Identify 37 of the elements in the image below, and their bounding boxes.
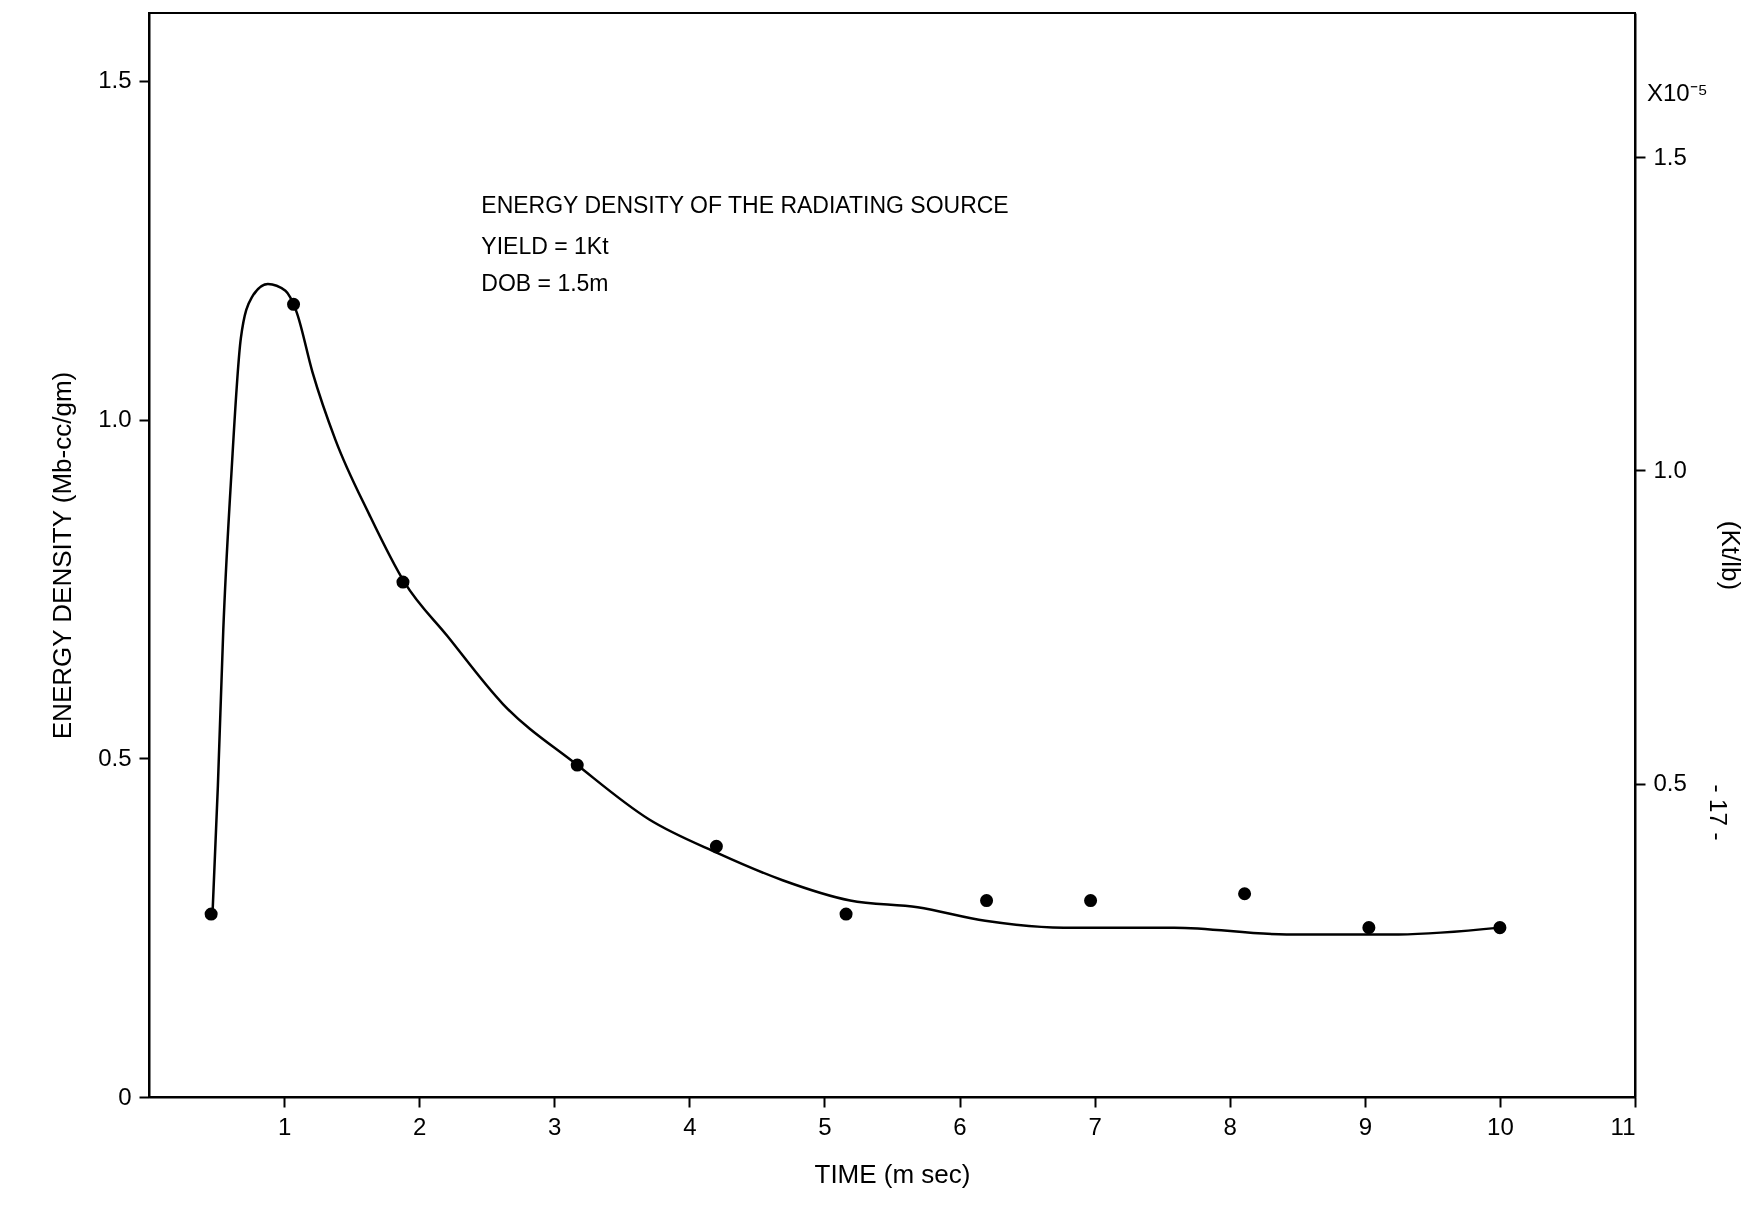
point: [396, 575, 410, 589]
x-tick-label: 9: [1358, 1112, 1372, 1140]
x-tick-label: 5: [818, 1112, 832, 1140]
x-tick-label: 4: [683, 1112, 697, 1140]
x-tick-label: 10: [1487, 1112, 1514, 1140]
y2-tick-label: 1.0: [1653, 455, 1687, 483]
point: [1493, 921, 1507, 935]
y-axis-title: ENERGY DENSITY (Mb-cc/gm): [47, 371, 78, 740]
x-tick-label: 2: [413, 1112, 427, 1140]
y-tick-label: 1.5: [98, 66, 132, 94]
y2-tick-label: 1.5: [1653, 142, 1687, 170]
x-tick-label: 11: [1610, 1112, 1636, 1140]
point: [204, 907, 218, 921]
point: [839, 907, 853, 921]
point: [287, 297, 301, 311]
point: [980, 894, 994, 908]
y-tick-label: 1.0: [98, 405, 132, 432]
x-tick-label: 3: [548, 1112, 562, 1140]
y2-tick-label: 0.5: [1653, 769, 1687, 797]
point: [1238, 887, 1252, 901]
x-tick-label: 1: [277, 1112, 292, 1140]
annotation: YIELD = 1Kt: [481, 232, 610, 259]
y2-axis-title: (Kt/lb): [1715, 520, 1746, 591]
text: X10⁻⁵: [1647, 79, 1708, 107]
point: [1084, 894, 1098, 908]
x-tick-label: 8: [1223, 1112, 1237, 1140]
x-tick-label: 6: [953, 1112, 967, 1140]
text: - 17 -: [1705, 784, 1732, 841]
point: [570, 758, 584, 772]
y-tick-label: 0: [118, 1082, 132, 1110]
point: [709, 839, 723, 853]
point: [1362, 921, 1376, 935]
x-tick-label: 7: [1088, 1112, 1102, 1140]
text: ENERGY DENSITY OF THE RADIATING SOURCE: [481, 192, 1009, 219]
y-tick-label: 0.5: [98, 743, 132, 771]
x-axis-title: TIME (m sec): [814, 1158, 971, 1189]
annotation: DOB = 1.5m: [481, 270, 609, 296]
